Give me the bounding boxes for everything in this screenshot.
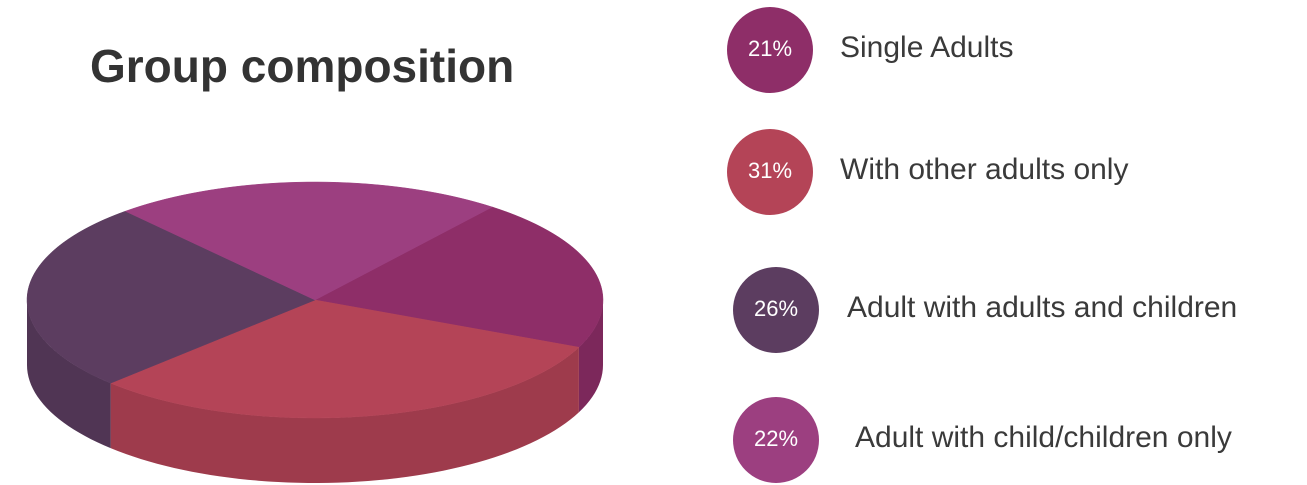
pie-slice <box>26 210 316 384</box>
pie-slice-shade <box>110 347 579 483</box>
legend-label: Adult with child/children only <box>855 421 1232 454</box>
legend-value-label: 26% <box>754 296 798 321</box>
pie-slice-shade <box>578 300 603 413</box>
pie-slice-side <box>27 300 111 449</box>
legend-swatch <box>727 7 813 93</box>
legend-swatch <box>727 129 813 215</box>
pie-slice <box>124 181 493 301</box>
chart-title: Group composition <box>90 40 514 92</box>
legend-label: Adult with adults and children <box>847 291 1237 324</box>
legend-swatch <box>733 267 819 353</box>
pie-slice-side <box>110 347 579 483</box>
legend-value-label: 22% <box>754 426 798 451</box>
pie-slice-shade <box>27 300 111 449</box>
pie-slice <box>314 206 604 348</box>
legend-swatch <box>733 397 819 483</box>
legend-label: Single Adults <box>840 31 1013 64</box>
legend-value-label: 21% <box>748 36 792 61</box>
pie-slice-side <box>578 300 603 413</box>
legend-label: With other adults only <box>840 153 1128 186</box>
legend-value-label: 31% <box>748 158 792 183</box>
pie-slice <box>109 299 580 419</box>
